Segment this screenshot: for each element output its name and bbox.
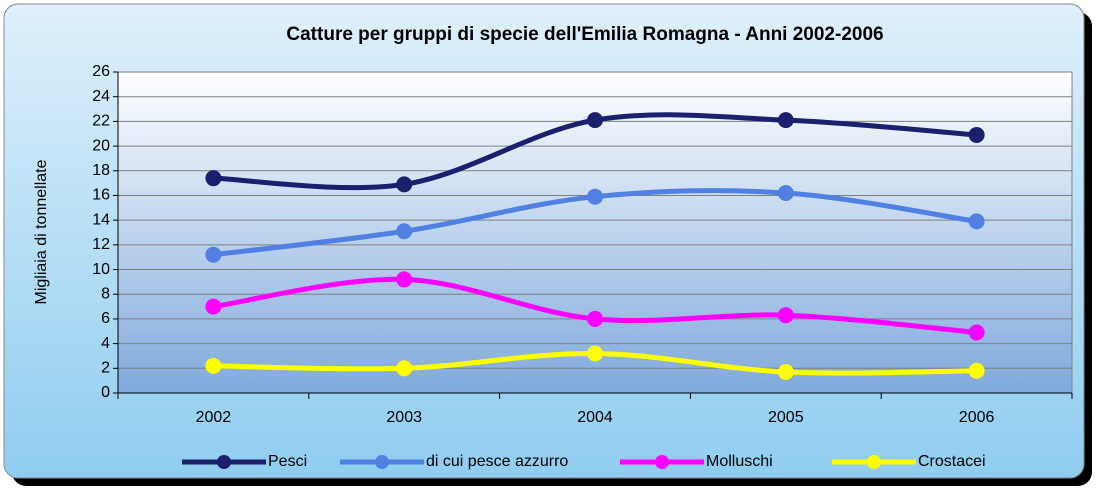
- point: [396, 176, 413, 193]
- x-tick-label: 2002: [196, 409, 232, 426]
- y-tick-label: 20: [92, 137, 110, 154]
- chart-title: Catture per gruppi di specie dell'Emilia…: [286, 24, 883, 45]
- y-tick-label: 14: [92, 211, 110, 228]
- point: [968, 126, 985, 143]
- point: [777, 184, 794, 201]
- point: [396, 223, 413, 240]
- point: [587, 112, 603, 129]
- point: [396, 271, 413, 288]
- legend-marker: [375, 455, 389, 469]
- y-tick-label: 22: [92, 113, 110, 130]
- legend-marker: [867, 455, 881, 469]
- legend-label: di cui pesce azzurro: [426, 453, 568, 470]
- point: [205, 170, 222, 187]
- point: [205, 246, 222, 263]
- point: [587, 310, 603, 327]
- x-tick-label: 2004: [577, 409, 613, 426]
- point: [777, 307, 794, 324]
- legend-label: Crostacei: [918, 453, 986, 470]
- point: [205, 298, 222, 315]
- legend-label: Molluschi: [706, 453, 773, 470]
- y-tick-label: 26: [92, 63, 110, 80]
- y-tick-label: 24: [92, 88, 110, 105]
- y-tick-label: 8: [101, 285, 110, 302]
- point: [587, 188, 603, 205]
- legend-label: Pesci: [268, 453, 307, 470]
- legend-marker: [655, 455, 669, 469]
- point: [396, 360, 413, 377]
- point: [777, 112, 794, 129]
- x-tick-label: 2006: [959, 409, 995, 426]
- point: [587, 345, 603, 362]
- y-tick-label: 16: [92, 187, 110, 204]
- y-tick-label: 10: [92, 261, 110, 278]
- x-tick-label: 2003: [386, 409, 422, 426]
- y-tick-label: 0: [101, 384, 110, 401]
- y-tick-label: 4: [101, 335, 110, 352]
- point: [968, 362, 985, 379]
- point: [968, 324, 985, 341]
- point: [968, 213, 985, 230]
- y-tick-label: 12: [92, 236, 110, 253]
- x-tick-label: 2005: [768, 409, 804, 426]
- y-axis-label: Migliaia di tonnellate: [33, 159, 50, 304]
- point: [777, 364, 794, 381]
- point: [205, 357, 222, 374]
- y-tick-label: 6: [101, 310, 110, 327]
- y-tick-label: 2: [101, 360, 110, 377]
- legend-marker: [217, 455, 231, 469]
- y-tick-label: 18: [92, 162, 110, 179]
